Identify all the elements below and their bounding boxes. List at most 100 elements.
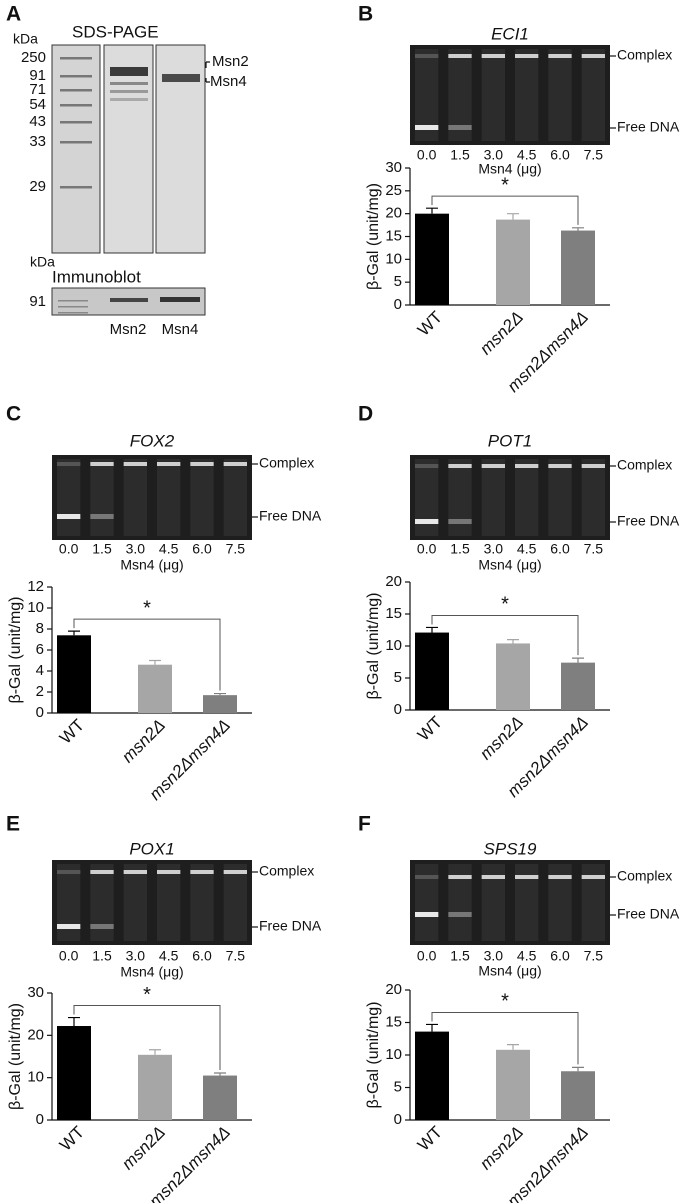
band-label: Complex — [617, 47, 672, 63]
gel-lane — [90, 864, 114, 941]
gel-lane — [415, 49, 439, 141]
gel-x-label: Msn4 (μg) — [120, 557, 183, 573]
gel-band — [162, 74, 200, 82]
panel-letter: E — [6, 813, 20, 836]
gel-lane — [448, 864, 472, 941]
significance-label: * — [501, 174, 509, 196]
bar — [561, 1071, 595, 1120]
lane-label: 4.5 — [159, 948, 179, 964]
ladder-band — [60, 141, 92, 144]
x-tick-label: msn2Δ — [476, 1123, 527, 1174]
error-bar — [507, 1044, 519, 1050]
y-tick-label: 6 — [36, 641, 44, 658]
gel-lane — [190, 459, 214, 536]
gel-lane — [157, 459, 181, 536]
gel-band — [448, 464, 472, 468]
panel-letter: A — [6, 3, 21, 26]
y-tick-label: 30 — [385, 159, 402, 176]
error-bar — [214, 1072, 226, 1076]
band-label: Complex — [259, 455, 314, 471]
y-tick-label: 15 — [385, 227, 402, 244]
bar — [415, 632, 449, 710]
gel-x-label: Msn4 (μg) — [120, 964, 183, 980]
ladder-band — [60, 89, 92, 92]
error-bar — [426, 207, 438, 214]
bar — [561, 230, 595, 305]
x-tick-label: WT — [56, 1123, 88, 1155]
y-tick-label: 30 — [27, 984, 44, 1001]
lane-label: Msn4 — [162, 321, 199, 338]
bar — [496, 219, 530, 305]
lane-label: 4.5 — [159, 541, 179, 557]
gel — [410, 455, 610, 540]
significance-bracket — [431, 195, 579, 225]
blot-title: Immunoblot — [52, 267, 141, 286]
ladder-band — [58, 300, 88, 302]
y-tick-label: 4 — [36, 662, 44, 679]
y-tick-label: 10 — [27, 1069, 44, 1086]
gel-band — [123, 462, 147, 466]
y-tick-label: 25 — [385, 182, 402, 199]
bar — [138, 664, 172, 713]
lane-label: 1.5 — [450, 147, 470, 163]
gel-lane — [123, 864, 147, 941]
marker-label: 33 — [29, 133, 46, 150]
gel-lane — [581, 49, 605, 141]
x-tick-label: msn2Δ — [476, 713, 527, 764]
ladder-band — [60, 104, 92, 107]
y-tick-label: 8 — [36, 620, 44, 637]
x-tick-label: WT — [414, 308, 446, 340]
gel-band — [57, 462, 81, 466]
band-label: Msn2 — [212, 53, 249, 70]
x-tick-label: WT — [414, 1123, 446, 1155]
gel-band — [415, 54, 439, 58]
gel-band — [223, 870, 247, 874]
gel-band — [123, 870, 147, 874]
lane-label: 1.5 — [92, 541, 112, 557]
y-tick-label: 5 — [394, 273, 402, 290]
gel-band — [448, 519, 472, 524]
x-tick-label: msn2Δ — [476, 308, 527, 359]
gel-band — [415, 464, 439, 468]
gel-band — [157, 462, 181, 466]
error-bar — [68, 1016, 80, 1027]
lane-label: 0.0 — [59, 541, 79, 557]
gel-band — [448, 912, 472, 917]
gel-lane — [57, 459, 81, 536]
lane-label: 3.0 — [484, 541, 504, 557]
y-tick-label: 0 — [394, 1111, 402, 1128]
gel-band — [57, 514, 81, 519]
lane-label: 6.0 — [192, 948, 212, 964]
chart-title: FOX2 — [130, 431, 175, 450]
lane-label: 6.0 — [550, 147, 570, 163]
marker-label: 250 — [21, 49, 46, 66]
x-tick-label: msn2Δ — [118, 716, 169, 767]
significance-label: * — [143, 597, 151, 619]
gel-band — [515, 54, 539, 58]
gel-lane — [481, 49, 505, 141]
gel-band — [157, 870, 181, 874]
lane-label: 6.0 — [192, 541, 212, 557]
gel — [410, 45, 610, 145]
bar — [203, 695, 237, 713]
lane-label: 6.0 — [550, 948, 570, 964]
ladder-band — [60, 186, 92, 189]
gel-band — [415, 519, 439, 524]
lane-label: 3.0 — [126, 948, 146, 964]
lane-label: 4.5 — [517, 948, 537, 964]
y-tick-label: 0 — [36, 704, 44, 721]
y-tick-label: 20 — [385, 205, 402, 222]
error-bar — [149, 1049, 161, 1055]
gel-lane — [581, 864, 605, 941]
panel-letter: B — [358, 3, 373, 26]
bar — [415, 1031, 449, 1120]
band-label: Free DNA — [617, 906, 680, 922]
panel-letter: D — [358, 403, 373, 426]
lane-label: 6.0 — [550, 541, 570, 557]
x-tick-label: msn2Δ — [118, 1123, 169, 1174]
y-tick-label: 0 — [394, 701, 402, 718]
gel-band — [448, 875, 472, 879]
y-axis-label: β-Gal (unit/mg) — [7, 1003, 24, 1110]
gel-lane — [515, 49, 539, 141]
gel-lane — [415, 459, 439, 536]
